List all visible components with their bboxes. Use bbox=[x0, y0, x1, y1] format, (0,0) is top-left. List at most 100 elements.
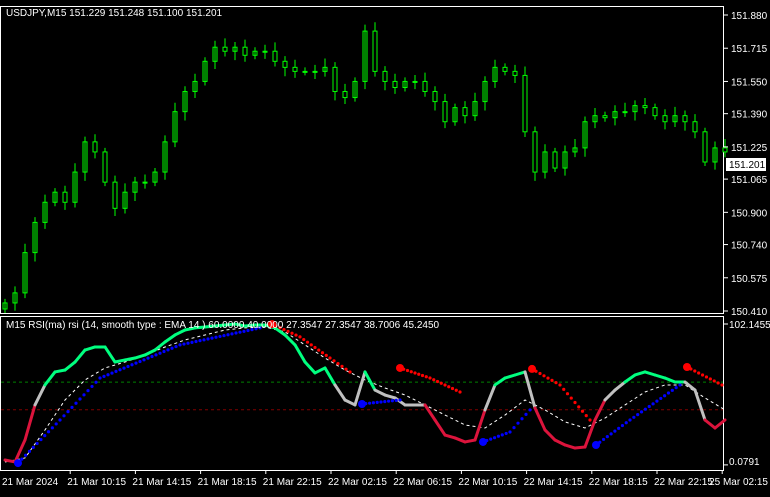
trend-dot bbox=[194, 339, 198, 344]
rsi-line-segment bbox=[223, 322, 237, 327]
candle-body bbox=[542, 151, 548, 173]
rsi-line-segment bbox=[303, 360, 317, 375]
trend-dot bbox=[413, 371, 417, 375]
trend-dot bbox=[394, 398, 398, 402]
candle-body bbox=[432, 91, 438, 103]
trend-dot bbox=[178, 343, 182, 347]
candles bbox=[2, 22, 728, 314]
rsi-line-segment bbox=[123, 356, 137, 362]
rsi-line-segment bbox=[233, 322, 247, 328]
trend-dot bbox=[146, 356, 150, 360]
candle-body bbox=[502, 66, 508, 72]
trend-dot bbox=[214, 335, 218, 339]
candle-body bbox=[242, 46, 248, 56]
candle-body bbox=[262, 50, 268, 53]
candle-body bbox=[132, 181, 138, 193]
trend-dot bbox=[624, 421, 628, 425]
rsi-line-segment bbox=[463, 438, 477, 444]
rsi-line-segment bbox=[3, 458, 17, 464]
trend-dot bbox=[122, 366, 126, 370]
candle-body bbox=[372, 30, 378, 72]
trend-dot bbox=[294, 333, 298, 337]
time-tick-label: 22 Mar 10:15 bbox=[458, 477, 517, 488]
trend-dot bbox=[62, 414, 66, 418]
trend-dot bbox=[258, 326, 262, 330]
rsi-line-segment bbox=[613, 380, 627, 392]
candle-body bbox=[182, 91, 188, 113]
trend-dot bbox=[86, 389, 90, 393]
candle-body bbox=[252, 50, 258, 56]
trend-dot bbox=[332, 359, 336, 363]
price-tick-label: 150.900 bbox=[731, 208, 768, 219]
trend-dot bbox=[697, 371, 701, 375]
candle-body bbox=[42, 201, 48, 223]
trend-dot bbox=[550, 378, 554, 382]
candle-body bbox=[122, 191, 128, 209]
time-tick-label: 22 Mar 18:15 bbox=[589, 477, 648, 488]
trend-dot bbox=[46, 430, 51, 434]
rsi-line-segment bbox=[113, 358, 127, 364]
candle-body bbox=[312, 70, 318, 73]
trend-dot bbox=[542, 374, 546, 378]
trend-dot bbox=[492, 436, 497, 440]
trend-dot bbox=[398, 398, 402, 402]
candle-body bbox=[382, 70, 388, 82]
trend-dot bbox=[538, 371, 542, 376]
trend-dot bbox=[524, 412, 528, 416]
trend-dot bbox=[504, 431, 508, 436]
rsi-line-segment bbox=[163, 333, 177, 344]
trend-dot bbox=[375, 400, 379, 404]
trend-dot bbox=[647, 404, 651, 409]
trend-dot bbox=[82, 393, 86, 397]
rsi-line-segment bbox=[443, 433, 457, 440]
trend-dot bbox=[254, 327, 258, 331]
candle-body bbox=[452, 107, 458, 123]
candle-body bbox=[532, 131, 538, 173]
rsi-line-segment bbox=[353, 370, 367, 407]
candle-body bbox=[322, 66, 328, 72]
trend-dot bbox=[605, 435, 609, 439]
time-tick-label: 22 Mar 22:15 bbox=[654, 477, 713, 488]
candle-body bbox=[352, 80, 358, 99]
candle-body bbox=[642, 105, 648, 109]
rsi-line-segment bbox=[703, 418, 717, 430]
candle-body bbox=[442, 101, 448, 123]
candle-body bbox=[662, 115, 668, 123]
candle-body bbox=[632, 105, 638, 113]
price-tick-label: 150.740 bbox=[731, 241, 768, 252]
trend-dot bbox=[210, 336, 214, 340]
trend-dot bbox=[628, 418, 632, 422]
candle-body bbox=[292, 66, 298, 72]
trend-dot bbox=[584, 414, 588, 418]
trend-dot bbox=[573, 400, 577, 405]
price-tick-label: 151.225 bbox=[731, 143, 768, 154]
trend-dot bbox=[54, 422, 58, 426]
time-tick-label: 21 Mar 2024 bbox=[2, 477, 59, 488]
trend-dot bbox=[516, 421, 520, 425]
trend-dot bbox=[454, 388, 458, 392]
trend-dot bbox=[70, 405, 74, 410]
candle-body bbox=[142, 181, 148, 184]
candle-body bbox=[582, 121, 588, 149]
trend-dot bbox=[383, 399, 387, 404]
trend-dot bbox=[39, 437, 43, 442]
trend-dot bbox=[554, 381, 558, 385]
trend-dot bbox=[202, 338, 206, 342]
trend-dot bbox=[94, 380, 98, 384]
rsi-line-segment bbox=[583, 418, 597, 449]
trend-dot bbox=[663, 394, 667, 398]
candle-body bbox=[162, 141, 168, 173]
rsi-line-segment bbox=[523, 370, 537, 410]
candle-body bbox=[232, 46, 238, 52]
rsi-line-segment bbox=[643, 370, 657, 377]
candle-body bbox=[152, 171, 158, 183]
trend-dot bbox=[348, 370, 352, 374]
rsi-line-segment bbox=[133, 353, 147, 360]
candle-body bbox=[32, 221, 38, 254]
candle-body bbox=[332, 66, 338, 93]
time-tick-label: 22 Mar 02:15 bbox=[328, 477, 387, 488]
rsi-line-segment bbox=[273, 326, 287, 337]
trend-dot bbox=[609, 432, 613, 436]
